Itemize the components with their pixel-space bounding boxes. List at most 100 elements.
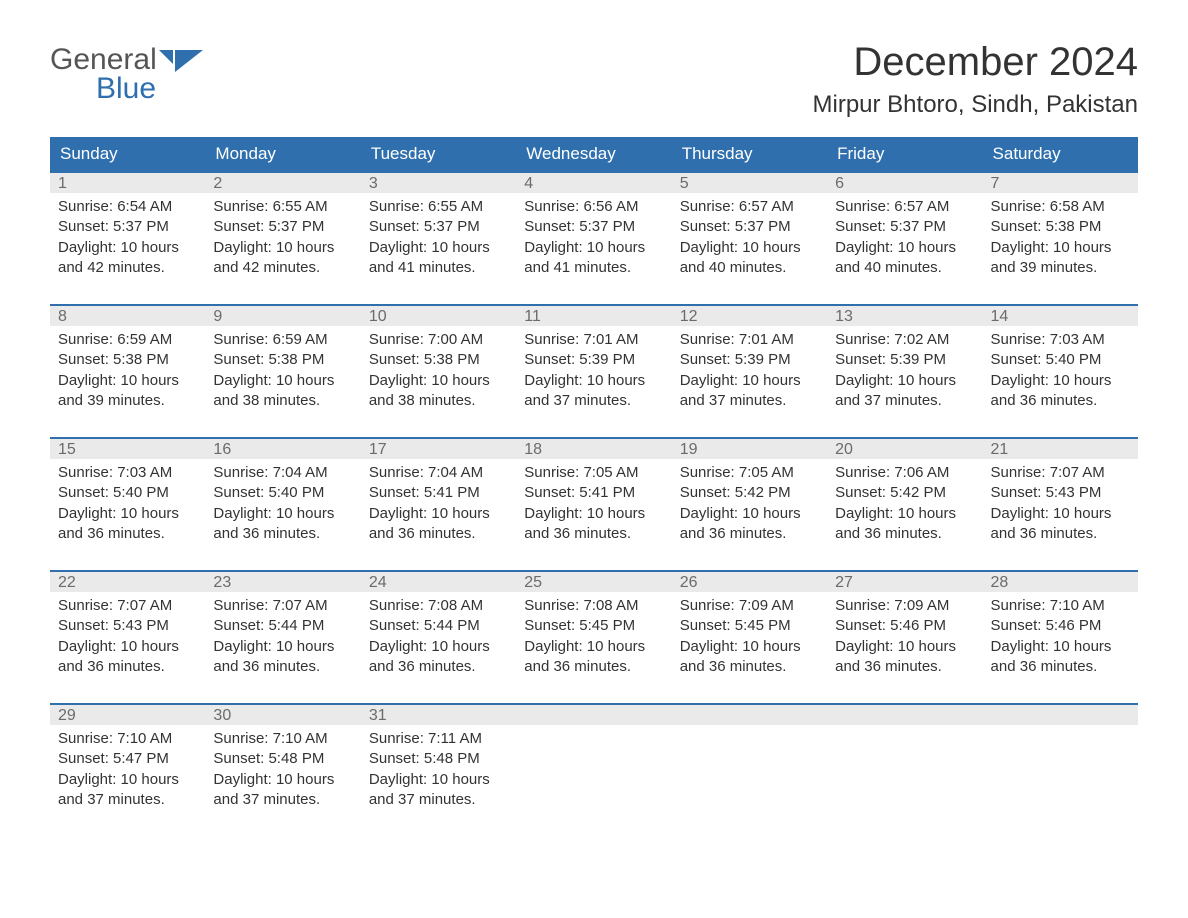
day-number: 21 [983,437,1138,459]
sunrise-text: Sunrise: 7:00 AM [369,330,508,350]
daylight-line2: and 36 minutes. [213,657,352,677]
daylight-line1: Daylight: 10 hours [524,637,663,657]
day-number: 11 [516,304,671,326]
day-cell: 18Sunrise: 7:05 AMSunset: 5:41 PMDayligh… [516,437,671,570]
daylight-line2: and 36 minutes. [680,524,819,544]
day-number: 4 [516,171,671,193]
daylight-line2: and 36 minutes. [991,524,1130,544]
day-body: Sunrise: 6:56 AMSunset: 5:37 PMDaylight:… [516,193,671,304]
day-cell: 6Sunrise: 6:57 AMSunset: 5:37 PMDaylight… [827,171,982,304]
day-number: 2 [205,171,360,193]
col-wednesday: Wednesday [516,137,671,171]
sunset-text: Sunset: 5:38 PM [991,217,1130,237]
day-body [672,725,827,815]
sunrise-text: Sunrise: 7:03 AM [58,463,197,483]
daylight-line2: and 37 minutes. [213,790,352,810]
day-number-bar [516,703,671,725]
sunrise-text: Sunrise: 7:07 AM [58,596,197,616]
col-thursday: Thursday [672,137,827,171]
day-number: 18 [516,437,671,459]
col-sunday: Sunday [50,137,205,171]
day-body: Sunrise: 7:08 AMSunset: 5:44 PMDaylight:… [361,592,516,703]
day-number: 10 [361,304,516,326]
day-number: 22 [50,570,205,592]
day-number-bar [983,703,1138,725]
sunrise-text: Sunrise: 7:10 AM [58,729,197,749]
sunset-text: Sunset: 5:41 PM [369,483,508,503]
day-number: 12 [672,304,827,326]
day-cell: 10Sunrise: 7:00 AMSunset: 5:38 PMDayligh… [361,304,516,437]
sunset-text: Sunset: 5:39 PM [524,350,663,370]
daylight-line2: and 41 minutes. [369,258,508,278]
sunset-text: Sunset: 5:47 PM [58,749,197,769]
daylight-line2: and 36 minutes. [835,657,974,677]
sunset-text: Sunset: 5:37 PM [58,217,197,237]
sunrise-text: Sunrise: 6:57 AM [680,197,819,217]
daylight-line1: Daylight: 10 hours [213,504,352,524]
day-header-row: Sunday Monday Tuesday Wednesday Thursday… [50,137,1138,171]
daylight-line1: Daylight: 10 hours [835,637,974,657]
day-body [827,725,982,815]
month-title: December 2024 [813,40,1139,85]
day-number: 26 [672,570,827,592]
day-body [983,725,1138,815]
sunrise-text: Sunrise: 7:04 AM [369,463,508,483]
daylight-line1: Daylight: 10 hours [835,238,974,258]
sunrise-text: Sunrise: 6:54 AM [58,197,197,217]
day-cell: 1Sunrise: 6:54 AMSunset: 5:37 PMDaylight… [50,171,205,304]
day-cell: 11Sunrise: 7:01 AMSunset: 5:39 PMDayligh… [516,304,671,437]
day-cell: 3Sunrise: 6:55 AMSunset: 5:37 PMDaylight… [361,171,516,304]
sunrise-text: Sunrise: 6:59 AM [213,330,352,350]
daylight-line2: and 36 minutes. [524,657,663,677]
header: General Blue December 2024 Mirpur Bhtoro… [50,40,1138,133]
day-number: 30 [205,703,360,725]
day-body: Sunrise: 7:03 AMSunset: 5:40 PMDaylight:… [983,326,1138,437]
sunrise-text: Sunrise: 7:08 AM [369,596,508,616]
daylight-line2: and 36 minutes. [369,524,508,544]
sunset-text: Sunset: 5:44 PM [369,616,508,636]
day-body: Sunrise: 6:59 AMSunset: 5:38 PMDaylight:… [50,326,205,437]
day-number: 5 [672,171,827,193]
daylight-line1: Daylight: 10 hours [680,637,819,657]
sunset-text: Sunset: 5:45 PM [680,616,819,636]
day-cell [516,703,671,836]
sunset-text: Sunset: 5:46 PM [835,616,974,636]
day-cell: 30Sunrise: 7:10 AMSunset: 5:48 PMDayligh… [205,703,360,836]
day-cell: 25Sunrise: 7:08 AMSunset: 5:45 PMDayligh… [516,570,671,703]
daylight-line2: and 36 minutes. [524,524,663,544]
sunrise-text: Sunrise: 7:07 AM [991,463,1130,483]
daylight-line1: Daylight: 10 hours [58,770,197,790]
day-number: 29 [50,703,205,725]
brand-line1: General [50,46,157,75]
daylight-line1: Daylight: 10 hours [369,504,508,524]
day-cell: 28Sunrise: 7:10 AMSunset: 5:46 PMDayligh… [983,570,1138,703]
day-number: 20 [827,437,982,459]
day-body: Sunrise: 7:10 AMSunset: 5:48 PMDaylight:… [205,725,360,836]
day-cell: 29 Sunrise: 7:10 AMSunset: 5:47 PMDayligh… [50,703,205,836]
day-number-bar [827,703,982,725]
daylight-line1: Daylight: 10 hours [58,504,197,524]
sunset-text: Sunset: 5:40 PM [213,483,352,503]
day-body: Sunrise: 7:04 AMSunset: 5:40 PMDaylight:… [205,459,360,570]
daylight-line2: and 37 minutes. [524,391,663,411]
sunrise-text: Sunrise: 7:10 AM [991,596,1130,616]
day-number: 25 [516,570,671,592]
day-cell: 23Sunrise: 7:07 AMSunset: 5:44 PMDayligh… [205,570,360,703]
day-body: Sunrise: 7:00 AMSunset: 5:38 PMDaylight:… [361,326,516,437]
day-number: 28 [983,570,1138,592]
day-cell: 19Sunrise: 7:05 AMSunset: 5:42 PMDayligh… [672,437,827,570]
sunrise-text: Sunrise: 7:06 AM [835,463,974,483]
daylight-line1: Daylight: 10 hours [835,371,974,391]
sunset-text: Sunset: 5:44 PM [213,616,352,636]
daylight-line1: Daylight: 10 hours [213,770,352,790]
day-number: 8 [50,304,205,326]
daylight-line1: Daylight: 10 hours [58,371,197,391]
day-number: 6 [827,171,982,193]
day-cell: 31Sunrise: 7:11 AMSunset: 5:48 PMDayligh… [361,703,516,836]
daylight-line1: Daylight: 10 hours [213,637,352,657]
daylight-line2: and 37 minutes. [58,790,197,810]
daylight-line1: Daylight: 10 hours [213,238,352,258]
daylight-line1: Daylight: 10 hours [524,371,663,391]
day-cell: 8Sunrise: 6:59 AMSunset: 5:38 PMDaylight… [50,304,205,437]
day-body: Sunrise: 7:01 AMSunset: 5:39 PMDaylight:… [672,326,827,437]
